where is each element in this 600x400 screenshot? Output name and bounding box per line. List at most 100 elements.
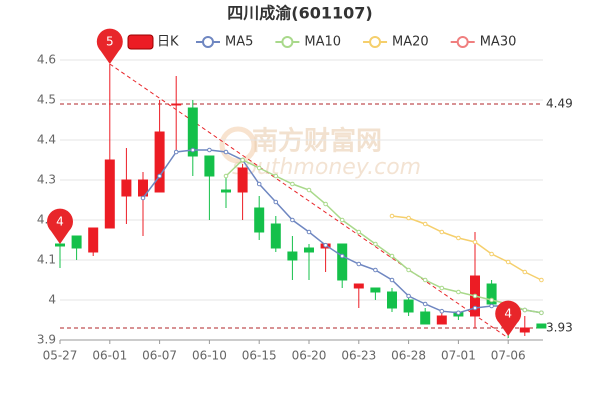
- candle-body: [337, 243, 348, 281]
- candle-body: [71, 235, 82, 249]
- ma-point: [240, 157, 245, 163]
- legend-swatch: [127, 34, 154, 50]
- legend-label: MA5: [225, 35, 253, 50]
- ma-point: [389, 253, 395, 259]
- ma-line: [225, 159, 542, 314]
- ma-point: [489, 297, 494, 303]
- ma-point: [472, 305, 478, 311]
- ma-point: [522, 307, 528, 313]
- ma-point: [456, 289, 461, 295]
- ma-point: [406, 215, 411, 221]
- candle-body: [204, 155, 215, 177]
- legend-swatch: [369, 36, 382, 48]
- legend-swatch: [281, 36, 294, 48]
- ma-point: [489, 303, 494, 309]
- legend-label: MA20: [392, 35, 429, 50]
- pin: [96, 28, 123, 65]
- candle-body: [187, 107, 198, 157]
- candle-body: [88, 227, 99, 253]
- candle-body: [154, 131, 165, 193]
- candle-body: [270, 223, 281, 249]
- ma-point: [389, 213, 395, 219]
- legend-label: MA10: [304, 35, 341, 50]
- ma-point: [373, 267, 378, 273]
- y-tick-label: 4.5: [37, 93, 56, 107]
- ma-point: [456, 310, 461, 316]
- chart-title: 四川成渝(601107): [227, 4, 372, 23]
- mark-line-label: 4.49: [546, 97, 573, 111]
- x-tick-label: 07-01: [441, 349, 476, 363]
- ma-point: [290, 181, 295, 187]
- watermark-text: 南方财富网: [252, 126, 382, 157]
- candle-body: [536, 323, 547, 329]
- ma-point: [273, 199, 279, 205]
- legend-swatch: [456, 36, 469, 48]
- y-tick-label: 4: [48, 293, 56, 307]
- candle-body: [304, 247, 314, 253]
- ma-point: [273, 173, 279, 179]
- ma-point: [439, 285, 445, 291]
- watermark-logo: [219, 126, 257, 164]
- legend-swatch: [202, 36, 214, 48]
- y-tick-label: 4.4: [37, 133, 56, 147]
- pin: [495, 300, 522, 336]
- y-tick-label: 4.3: [37, 173, 56, 187]
- mark-line-label: 3.93: [546, 321, 573, 335]
- ma-point: [356, 261, 362, 267]
- ma-point: [306, 187, 312, 193]
- ma-line: [391, 215, 542, 281]
- candle-body: [420, 311, 431, 325]
- ma-point: [439, 308, 445, 314]
- y-tick-label: 4.1: [37, 253, 56, 267]
- ma-point: [456, 235, 461, 241]
- candle-body: [55, 243, 65, 247]
- ma-point: [539, 310, 544, 316]
- ma-point: [256, 165, 262, 171]
- x-tick-label: 06-28: [391, 349, 426, 363]
- pin: [47, 208, 74, 244]
- legend-label: 日K: [157, 35, 179, 50]
- ma-point: [339, 217, 345, 223]
- ma-point: [439, 229, 445, 235]
- ma-point: [522, 269, 528, 275]
- legend-label: MA30: [480, 35, 517, 50]
- candle-body: [121, 179, 132, 197]
- candle-body: [353, 283, 364, 289]
- pin-label: 4: [56, 215, 64, 229]
- ma-point: [539, 277, 544, 283]
- x-tick-label: 06-01: [92, 349, 127, 363]
- candle-body: [221, 189, 231, 193]
- ma-point: [406, 293, 411, 299]
- ma-point: [157, 173, 162, 179]
- ma-point: [356, 229, 362, 235]
- trend-line: [109, 63, 509, 339]
- y-tick-label: 4.6: [37, 53, 56, 67]
- candle-body: [403, 299, 414, 313]
- pin-label: 4: [504, 307, 512, 321]
- candle-body: [370, 287, 381, 293]
- ma-point: [223, 173, 229, 179]
- ma-point: [190, 147, 196, 153]
- ma-point: [422, 301, 428, 307]
- ma-point: [406, 267, 411, 273]
- candle-body: [104, 159, 115, 229]
- x-tick-label: 06-15: [242, 349, 277, 363]
- ma-point: [472, 239, 478, 245]
- x-tick-label: 06-10: [192, 349, 227, 363]
- candle-body: [519, 327, 530, 333]
- ma-point: [323, 242, 328, 248]
- candle-body: [237, 167, 248, 193]
- ma-point: [256, 181, 262, 187]
- ma-point: [505, 259, 511, 265]
- ma-point: [373, 241, 378, 247]
- ma-point: [173, 149, 179, 155]
- ma-point: [140, 195, 146, 201]
- ma-point: [472, 293, 478, 299]
- pin-label: 5: [106, 35, 114, 49]
- ma-point: [422, 221, 428, 227]
- candle-body: [254, 207, 265, 233]
- x-tick-label: 07-06: [491, 349, 526, 363]
- ma-point: [339, 253, 345, 259]
- ma-point: [323, 201, 328, 207]
